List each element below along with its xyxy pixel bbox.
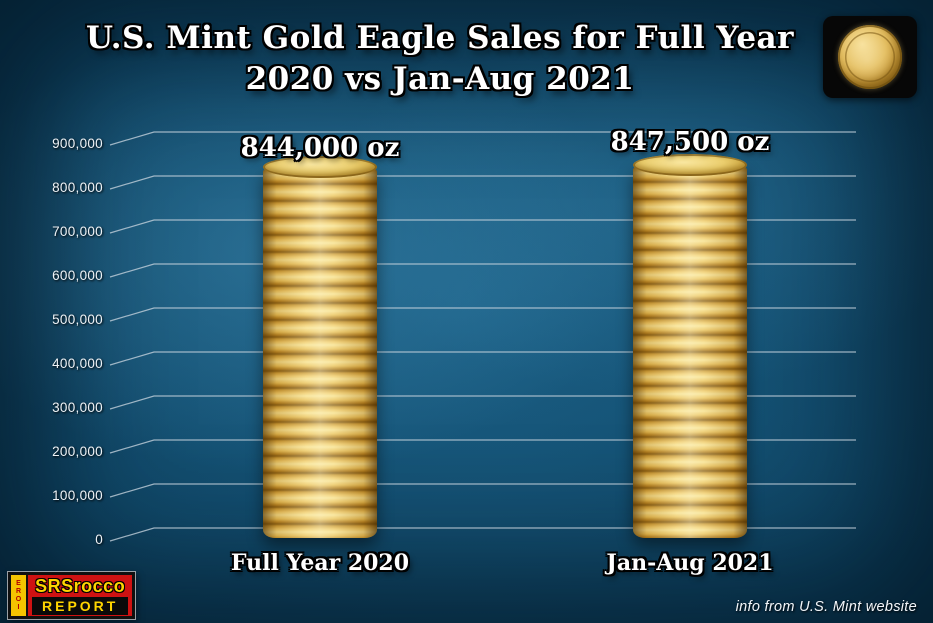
y-tick-label: 100,000 (52, 488, 103, 503)
srsrocco-report-logo: EROI SRSrocco REPORT (8, 572, 136, 619)
y-axis: 0 100,000 200,000 300,000 400,000 500,000 600,… (0, 0, 103, 623)
category-label-jan-aug-2021: Jan-Aug 2021 (606, 550, 774, 576)
gold-eagle-coin-badge (823, 16, 917, 98)
value-label-full-year-2020: 844,000 oz (240, 133, 400, 163)
chart-title-line1: U.S. Mint Gold Eagle Sales for Full Year (86, 20, 794, 56)
y-tick-label: 900,000 (52, 136, 103, 151)
y-tick-label: 300,000 (52, 400, 103, 415)
value-label-jan-aug-2021: 847,500 oz (610, 127, 770, 157)
logo-srsrocco-text: SRSrocco (35, 576, 126, 596)
category-label-full-year-2020: Full Year 2020 (230, 550, 410, 576)
logo-report-text: REPORT (32, 597, 129, 615)
y-tick-label: 700,000 (52, 224, 103, 239)
y-tick-label: 800,000 (52, 180, 103, 195)
logo-main: SRSrocco REPORT (28, 575, 132, 616)
chart-title-line2: 2020 vs Jan-Aug 2021 (245, 60, 635, 97)
y-tick-label: 0 (95, 532, 103, 547)
logo-eroi-badge: EROI (11, 575, 28, 616)
y-tick-label: 500,000 (52, 312, 103, 327)
bar-jan-aug-2021 (621, 154, 759, 545)
gold-eagle-coin-icon (838, 25, 902, 89)
y-tick-label: 600,000 (52, 268, 103, 283)
y-tick-label: 400,000 (52, 356, 103, 371)
chart-title: U.S. Mint Gold Eagle Sales for Full Year… (40, 18, 840, 100)
y-tick-label: 200,000 (52, 444, 103, 459)
source-note: info from U.S. Mint website (735, 599, 917, 615)
bar-full-year-2020 (251, 156, 389, 545)
